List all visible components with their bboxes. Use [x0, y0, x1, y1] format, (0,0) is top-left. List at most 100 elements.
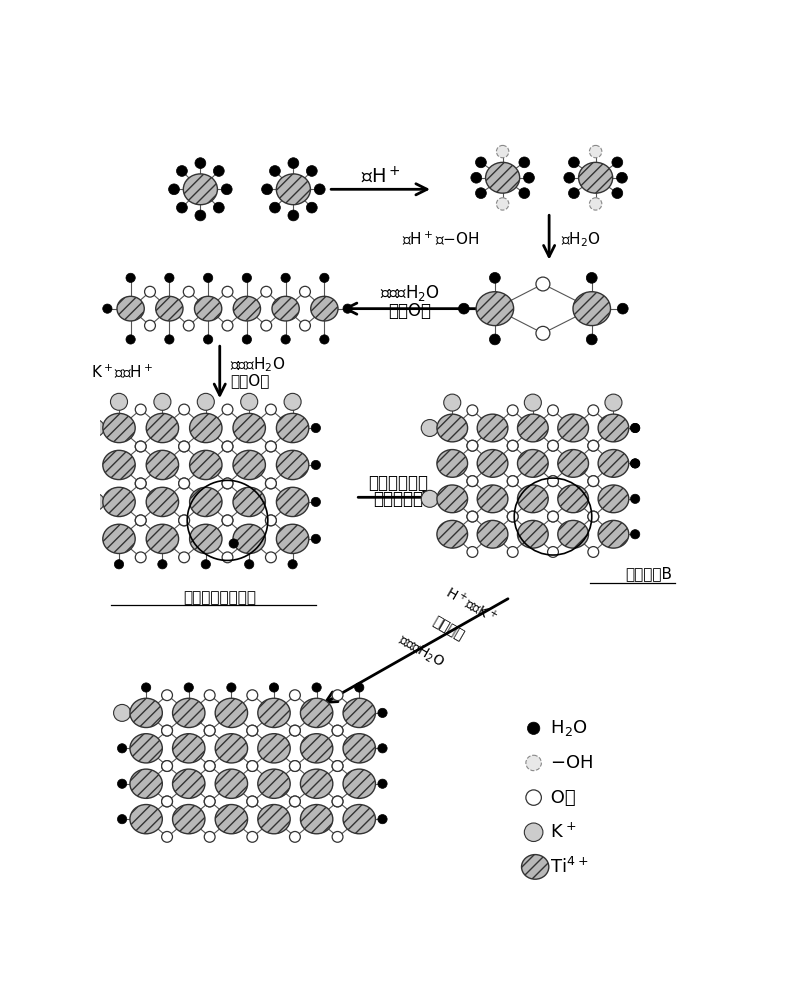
Circle shape	[300, 320, 310, 331]
Circle shape	[222, 441, 233, 452]
Circle shape	[507, 440, 518, 451]
Circle shape	[265, 515, 277, 526]
Circle shape	[588, 547, 599, 557]
Circle shape	[588, 511, 599, 522]
Circle shape	[288, 560, 297, 569]
Ellipse shape	[598, 520, 629, 548]
Circle shape	[222, 515, 233, 526]
Circle shape	[135, 404, 146, 415]
Circle shape	[568, 188, 579, 199]
Circle shape	[265, 515, 277, 526]
Text: K$^+$取代H$^+$: K$^+$取代H$^+$	[92, 364, 154, 382]
Circle shape	[467, 476, 478, 487]
Circle shape	[179, 552, 190, 563]
Circle shape	[548, 440, 559, 451]
Circle shape	[355, 683, 364, 692]
Circle shape	[332, 761, 343, 771]
Ellipse shape	[517, 450, 548, 477]
Circle shape	[142, 683, 151, 692]
Circle shape	[179, 404, 190, 415]
Circle shape	[203, 335, 213, 344]
Circle shape	[314, 184, 325, 195]
Circle shape	[284, 393, 301, 410]
Circle shape	[587, 334, 597, 345]
Circle shape	[247, 725, 257, 736]
Circle shape	[507, 547, 518, 557]
Ellipse shape	[146, 487, 179, 517]
Text: O桥: O桥	[545, 789, 576, 807]
Circle shape	[618, 303, 628, 314]
Circle shape	[126, 273, 135, 282]
Circle shape	[524, 172, 535, 183]
Ellipse shape	[130, 734, 163, 763]
Text: 形成O桥: 形成O桥	[230, 373, 269, 388]
Text: 为单斜晶系: 为单斜晶系	[373, 490, 423, 508]
Circle shape	[204, 761, 215, 771]
Circle shape	[269, 683, 279, 692]
Circle shape	[179, 515, 190, 526]
Circle shape	[507, 511, 518, 522]
Text: 形成O桥: 形成O桥	[388, 302, 431, 320]
Circle shape	[229, 539, 238, 548]
Circle shape	[300, 286, 310, 297]
Text: 二氧化钛B: 二氧化钛B	[625, 566, 672, 581]
Text: H$^+$取代K$^+$: H$^+$取代K$^+$	[442, 583, 501, 627]
Ellipse shape	[343, 734, 375, 763]
Circle shape	[162, 761, 172, 771]
Circle shape	[312, 683, 321, 692]
Circle shape	[507, 440, 518, 451]
Ellipse shape	[257, 805, 290, 834]
Circle shape	[548, 476, 559, 487]
Circle shape	[320, 273, 329, 282]
Circle shape	[165, 273, 174, 282]
Circle shape	[222, 478, 233, 489]
Circle shape	[289, 831, 300, 842]
Circle shape	[536, 326, 550, 340]
Ellipse shape	[343, 805, 375, 834]
Text: 去H$^+$: 去H$^+$	[361, 165, 401, 186]
Circle shape	[548, 511, 559, 522]
Circle shape	[630, 459, 640, 468]
Circle shape	[588, 476, 599, 487]
Text: 连续脱H$_2$O: 连续脱H$_2$O	[230, 356, 285, 374]
Text: 处形成H$_2$O: 处形成H$_2$O	[395, 632, 447, 671]
Circle shape	[176, 166, 187, 176]
Circle shape	[114, 704, 131, 721]
Text: 最终在该: 最终在该	[430, 614, 466, 643]
Circle shape	[204, 831, 215, 842]
Ellipse shape	[517, 414, 548, 442]
Ellipse shape	[517, 485, 548, 513]
Ellipse shape	[300, 734, 333, 763]
Circle shape	[548, 511, 559, 522]
Circle shape	[332, 796, 343, 807]
Ellipse shape	[215, 769, 248, 798]
Circle shape	[179, 478, 190, 489]
Circle shape	[306, 166, 317, 176]
Circle shape	[162, 725, 172, 736]
Ellipse shape	[311, 296, 338, 321]
Circle shape	[467, 547, 478, 557]
Circle shape	[612, 188, 622, 199]
Text: 连续脱H$_2$O: 连续脱H$_2$O	[379, 283, 440, 303]
Circle shape	[261, 184, 273, 195]
Ellipse shape	[155, 296, 183, 321]
Ellipse shape	[477, 414, 508, 442]
Circle shape	[467, 440, 478, 451]
Circle shape	[87, 420, 104, 436]
Circle shape	[222, 184, 232, 195]
Circle shape	[204, 690, 215, 701]
Circle shape	[507, 476, 518, 487]
Ellipse shape	[277, 487, 308, 517]
Circle shape	[247, 796, 257, 807]
Circle shape	[183, 286, 194, 297]
Circle shape	[497, 198, 508, 210]
Circle shape	[241, 393, 257, 410]
Circle shape	[524, 823, 543, 841]
Circle shape	[422, 420, 438, 436]
Circle shape	[471, 172, 481, 183]
Circle shape	[519, 157, 530, 168]
Circle shape	[332, 831, 343, 842]
Circle shape	[605, 394, 622, 411]
Circle shape	[162, 831, 172, 842]
Circle shape	[548, 476, 559, 487]
